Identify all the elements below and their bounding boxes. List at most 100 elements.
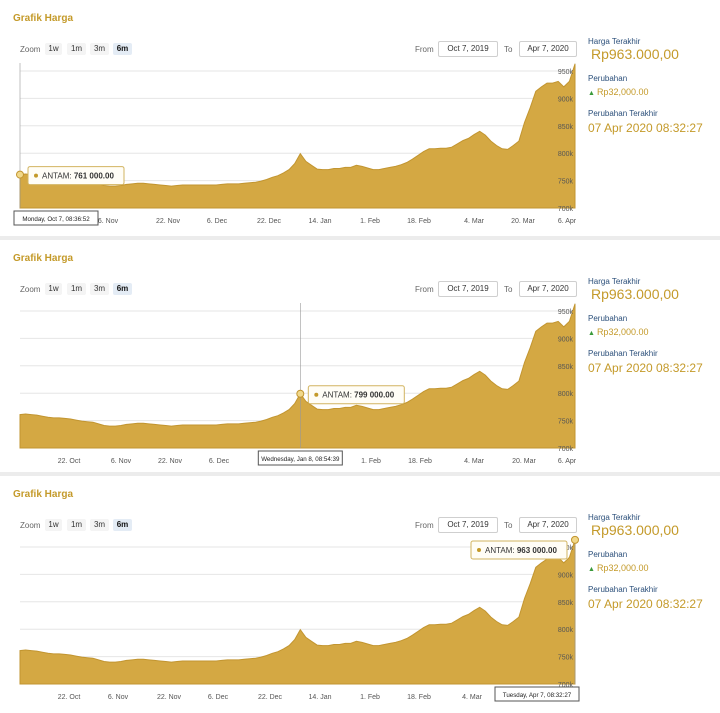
from-date-input[interactable]: Oct 7, 2019 — [438, 517, 498, 533]
tooltip-text: ANTAM: 799 000.00 — [322, 391, 394, 400]
price-area-series[interactable] — [19, 539, 576, 685]
last-update-value: 07 Apr 2020 08:32:27 — [588, 361, 703, 375]
x-tick-label: 22. Oct — [58, 694, 81, 701]
tooltip-box — [307, 385, 405, 405]
zoom-6m-button[interactable]: 6m — [113, 283, 132, 295]
x-tick-label: 18. Feb — [407, 218, 431, 225]
from-label: From — [415, 521, 434, 530]
y-tick-label: 700k — [558, 206, 574, 213]
last-update-label: Perubahan Terakhir — [588, 349, 658, 358]
y-tick-label: 750k — [558, 655, 574, 662]
zoom-1w-button[interactable]: 1w — [45, 519, 62, 531]
x-tick-label: 6. Nov — [98, 218, 119, 225]
price-chart-panel-3: Grafik Harga Zoom 1w 1m 3m 6m From Oct 7… — [0, 476, 720, 713]
price-summary: Harga Terakhir Rp963.000,00 Perubahan ▲ R… — [588, 37, 718, 135]
x-tick-label: 1. Feb — [361, 458, 381, 465]
price-area-series[interactable] — [19, 63, 576, 209]
zoom-3m-button[interactable]: 3m — [90, 43, 109, 55]
tooltip-box — [470, 540, 568, 560]
y-tick-label: 900k — [558, 572, 574, 579]
arrow-up-icon: ▲ — [588, 90, 595, 97]
zoom-1w-button[interactable]: 1w — [45, 43, 62, 55]
y-tick-label: 750k — [558, 179, 574, 186]
panel-title: Grafik Harga — [13, 13, 74, 24]
last-price-label: Harga Terakhir — [588, 513, 641, 522]
to-label: To — [504, 521, 513, 530]
x-tick-label: 20. Mar — [512, 458, 536, 465]
hover-point-marker — [571, 535, 579, 544]
from-label: From — [415, 45, 434, 54]
x-tick-label: 22. Oct — [58, 458, 81, 465]
tooltip-date-box — [257, 450, 343, 466]
y-tick-label: 950k — [558, 69, 574, 76]
from-date-input[interactable]: Oct 7, 2019 — [438, 41, 498, 57]
y-tick-label: 850k — [558, 124, 574, 131]
change-label: Perubahan — [588, 314, 628, 323]
zoom-3m-button[interactable]: 3m — [90, 519, 109, 531]
x-tick-label: 14. Jan — [309, 694, 332, 701]
tooltip-text: ANTAM: 963 000.00 — [485, 546, 557, 555]
to-label: To — [504, 285, 513, 294]
y-tick-label: 700k — [558, 682, 574, 689]
last-update-label: Perubahan Terakhir — [588, 109, 658, 118]
zoom-3m-button[interactable]: 3m — [90, 283, 109, 295]
price-chart-panel-2: Grafik Harga Zoom 1w 1m 3m 6m From Oct 7… — [0, 240, 720, 472]
change-label: Perubahan — [588, 74, 628, 83]
price-area-chart[interactable]: 700k 750k 800k 850k 900k 950k 6. Nov 22. Nov 6. … — [0, 0, 720, 236]
x-tick-label: 6. Nov — [111, 458, 132, 465]
to-date-input[interactable]: Apr 7, 2020 — [519, 517, 577, 533]
y-tick-label: 750k — [558, 419, 574, 426]
x-tick-label: 22. Nov — [157, 694, 182, 701]
x-tick-label: 4. Mar — [464, 218, 485, 225]
y-tick-label: 700k — [558, 446, 574, 453]
from-label: From — [415, 285, 434, 294]
x-tick-label: 4. Mar — [464, 458, 485, 465]
tooltip-date-box — [13, 210, 99, 226]
zoom-6m-button[interactable]: 6m — [113, 519, 132, 531]
x-tick-label: 6. Nov — [108, 694, 129, 701]
last-price-value: Rp963.000,00 — [591, 46, 679, 62]
tooltip-series-dot — [314, 392, 319, 397]
y-tick-label: 850k — [558, 364, 574, 371]
price-area-series[interactable] — [19, 303, 576, 449]
panel-title: Grafik Harga — [13, 253, 74, 264]
zoom-1w-button[interactable]: 1w — [45, 283, 62, 295]
zoom-6m-button[interactable]: 6m — [113, 43, 132, 55]
last-price-label: Harga Terakhir — [588, 37, 641, 46]
change-value: Rp32,000.00 — [596, 563, 649, 573]
tooltip-date-text: Tuesday, Apr 7, 08:32:27 — [503, 692, 572, 699]
x-tick-label: 6. Dec — [209, 458, 230, 465]
last-price-label: Harga Terakhir — [588, 277, 641, 286]
y-tick-label: 800k — [558, 391, 574, 398]
zoom-label: Zoom — [20, 521, 41, 530]
tooltip-date-text: Wednesday, Jan 8, 08:54:39 — [261, 456, 340, 463]
change-value: Rp32,000.00 — [596, 327, 649, 337]
x-tick-label: 20. Mar — [511, 218, 535, 225]
x-tick-label: 6. Apr — [558, 218, 577, 225]
x-tick-label: 22. Dec — [257, 218, 282, 225]
last-update-value: 07 Apr 2020 08:32:27 — [588, 597, 703, 611]
from-date-input[interactable]: Oct 7, 2019 — [438, 281, 498, 297]
arrow-up-icon: ▲ — [588, 330, 595, 337]
zoom-1m-button[interactable]: 1m — [67, 283, 86, 295]
tooltip-series-dot — [34, 173, 38, 178]
to-date-input[interactable]: Apr 7, 2020 — [519, 41, 577, 57]
hover-point-marker — [296, 389, 305, 398]
to-label: To — [504, 45, 513, 54]
zoom-label: Zoom — [20, 285, 41, 294]
price-summary: Harga Terakhir Rp963.000,00 Perubahan ▲ R… — [588, 277, 718, 375]
x-tick-label: 1. Feb — [360, 694, 380, 701]
price-summary: Harga Terakhir Rp963.000,00 Perubahan ▲ R… — [588, 513, 718, 611]
change-value: Rp32,000.00 — [596, 87, 649, 97]
tooltip-text: ANTAM: 761 000.00 — [42, 172, 114, 181]
to-date-input[interactable]: Apr 7, 2020 — [519, 281, 577, 297]
x-tick-label: 14. Jan — [309, 218, 332, 225]
zoom-1m-button[interactable]: 1m — [67, 519, 86, 531]
x-tick-label: 6. Apr — [558, 458, 577, 465]
y-tick-label: 900k — [558, 96, 574, 103]
x-tick-label: 18. Feb — [407, 694, 431, 701]
x-tick-label: 22. Nov — [156, 218, 181, 225]
zoom-1m-button[interactable]: 1m — [67, 43, 86, 55]
